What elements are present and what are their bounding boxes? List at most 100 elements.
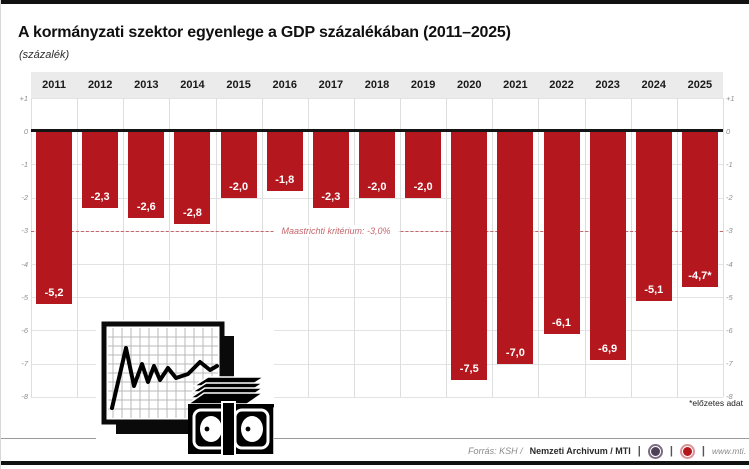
vertical-gridline: [492, 98, 494, 397]
year-label: 2018: [364, 79, 390, 91]
zero-axis-line: [31, 129, 723, 133]
footer-divider: [1, 438, 749, 439]
vertical-gridline: [400, 98, 402, 397]
bar-value-label: -2,0: [229, 180, 249, 193]
year-label: 2020: [457, 79, 482, 91]
vertical-gridline: [353, 98, 355, 397]
footer-source-row: Forrás: KSH / Nemzeti Archivum / MTI | |…: [462, 441, 746, 461]
bar-value-label: -5,2: [44, 286, 64, 299]
y-axis-tick-left: -5: [21, 292, 28, 302]
year-label: 2012: [87, 79, 113, 91]
bar-2013: [128, 131, 165, 218]
bar-value-label: -2,6: [136, 200, 156, 213]
vertical-gridline: [31, 98, 32, 397]
y-axis-tick-left: 0: [23, 126, 28, 136]
bar-2017: [312, 131, 349, 208]
horizontal-gridline: [31, 98, 723, 99]
bar-2012: [82, 131, 119, 208]
horizontal-gridline: [31, 330, 723, 332]
bar-value-label: -1,8: [275, 173, 295, 186]
year-label: 2023: [595, 79, 620, 91]
money-chart-illustration: [96, 320, 291, 458]
bar-2015: [220, 131, 257, 198]
bar-value-label: -2,3: [90, 190, 110, 203]
vertical-gridline: [630, 98, 632, 397]
bar-value-label: -2,0: [413, 180, 433, 193]
page-title: A kormányzati szektor egyenlege a GDP sz…: [18, 24, 511, 41]
year-label: 2013: [134, 79, 159, 91]
bar-2023: [589, 131, 626, 361]
bar-value-label: -7,5: [459, 363, 479, 376]
year-label: 2022: [549, 79, 574, 91]
y-axis-tick-left: +1: [19, 93, 28, 103]
mtva-logo-icon: [647, 443, 663, 459]
y-axis-tick-left: -7: [21, 359, 28, 369]
money-chart-icon: [101, 321, 291, 457]
vertical-gridline: [77, 98, 79, 397]
mti-logo-icon: [679, 443, 695, 459]
horizontal-gridline: [31, 396, 723, 398]
year-label: 2019: [410, 79, 436, 91]
y-axis-tick-right: -5: [726, 292, 733, 302]
bar-value-label: -7,0: [505, 346, 525, 359]
website-label: www.mti.: [712, 446, 746, 456]
year-label: 2011: [42, 79, 66, 91]
horizontal-gridline: [31, 363, 723, 365]
y-axis-tick-left: -1: [21, 159, 28, 169]
maastricht-reference-label: Maastrichti kritérium: -3,0%: [273, 224, 399, 237]
bar-2016: [266, 131, 303, 191]
bar-value-label: -5,1: [644, 283, 664, 296]
y-axis-tick-right: 0: [726, 126, 731, 136]
year-label: 2014: [180, 79, 205, 91]
year-label: 2015: [226, 79, 251, 91]
horizontal-gridline: [31, 297, 723, 299]
bar-2020: [451, 131, 488, 381]
year-label: 2016: [272, 79, 297, 91]
y-axis-tick-left: -4: [21, 259, 28, 269]
year-label: 2024: [641, 79, 667, 91]
y-axis-tick-right: -8: [726, 392, 733, 402]
bottom-border-bar: [1, 461, 749, 465]
year-header-band: 2011 2012 2013 2014 2015 2016 2017 2018 2019 2020…: [31, 72, 723, 98]
bar-chart-plot-area: Maastrichti kritérium: -3,0% -5,2 -2,3 -2,…: [31, 98, 724, 398]
bar-value-label: -2,0: [367, 180, 387, 193]
vertical-gridline: [446, 98, 448, 397]
year-label: 2017: [318, 79, 344, 91]
year-label: 2021: [503, 79, 528, 91]
top-border-bar: [1, 0, 749, 4]
horizontal-gridline: [31, 197, 723, 199]
bar-2019: [405, 131, 442, 198]
footer-separator: |: [637, 445, 641, 457]
y-axis-tick-left: -3: [21, 226, 28, 236]
source-names: Nemzeti Archivum / MTI: [529, 446, 631, 456]
bar-2022: [543, 131, 580, 334]
bar-2025: [681, 131, 718, 288]
y-axis-tick-right: -2: [726, 193, 733, 203]
vertical-gridline: [584, 98, 586, 397]
footer-separator: |: [669, 445, 673, 457]
bar-2021: [497, 131, 534, 364]
y-axis-tick-right: -6: [726, 325, 733, 335]
mtva-logo-disc: [650, 446, 660, 456]
vertical-gridline: [676, 98, 678, 397]
vertical-gridline: [307, 98, 309, 397]
year-label: 2025: [687, 79, 713, 91]
bar-2011: [36, 131, 73, 304]
vertical-gridline: [723, 98, 724, 397]
y-axis-tick-left: -8: [21, 392, 28, 402]
bar-value-label: -4,7*: [688, 270, 712, 283]
preliminary-data-footnote: *előzetes adat: [689, 398, 743, 408]
y-axis-tick-right: -1: [726, 159, 733, 169]
y-axis-tick-left: -6: [21, 325, 28, 335]
bar-value-label: -6,9: [598, 343, 618, 356]
bar-value-label: -2,3: [321, 190, 341, 203]
vertical-gridline: [123, 98, 125, 397]
bar-value-label: -6,1: [552, 316, 572, 329]
vertical-gridline: [538, 98, 540, 397]
y-axis-tick-right: -7: [726, 359, 733, 369]
bar-2014: [174, 131, 211, 225]
y-axis-tick-right: -3: [726, 226, 733, 236]
vertical-gridline: [215, 98, 217, 397]
y-axis-tick-right: +1: [726, 93, 735, 103]
